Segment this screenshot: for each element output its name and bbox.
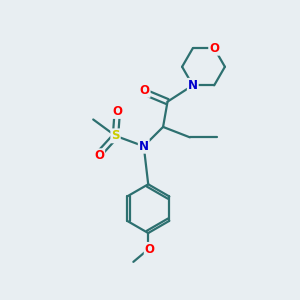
Text: O: O <box>140 84 150 97</box>
Text: N: N <box>188 79 198 92</box>
Text: O: O <box>112 105 122 118</box>
Text: O: O <box>94 149 104 162</box>
Text: O: O <box>145 243 155 256</box>
Text: N: N <box>139 140 149 153</box>
Text: S: S <box>111 129 120 142</box>
Text: O: O <box>209 42 219 55</box>
